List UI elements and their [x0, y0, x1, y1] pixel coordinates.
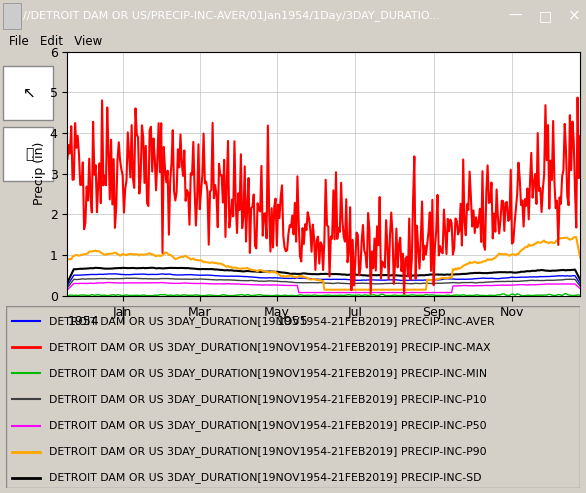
Text: DETROIT DAM OR US 3DAY_DURATION[19NOV1954-21FEB2019] PRECIP-INC-P10: DETROIT DAM OR US 3DAY_DURATION[19NOV195… — [49, 394, 486, 405]
Text: 🔍: 🔍 — [25, 147, 33, 161]
Bar — [3, 67, 53, 120]
Text: DETROIT DAM OR US 3DAY_DURATION[19NOV1954-21FEB2019] PRECIP-INC-P90: DETROIT DAM OR US 3DAY_DURATION[19NOV195… — [49, 446, 486, 457]
Text: 1954: 1954 — [67, 315, 99, 327]
Text: DETROIT DAM OR US 3DAY_DURATION[19NOV1954-21FEB2019] PRECIP-INC-P50: DETROIT DAM OR US 3DAY_DURATION[19NOV195… — [49, 420, 486, 431]
Text: File   Edit   View: File Edit View — [9, 35, 102, 48]
Text: //DETROIT DAM OR US/PRECIP-INC-AVER/01Jan1954/1Day/3DAY_DURATIO...: //DETROIT DAM OR US/PRECIP-INC-AVER/01Ja… — [23, 10, 441, 22]
Text: —: — — [509, 9, 523, 23]
Text: DETROIT DAM OR US 3DAY_DURATION[19NOV1954-21FEB2019] PRECIP-INC-SD: DETROIT DAM OR US 3DAY_DURATION[19NOV195… — [49, 472, 482, 483]
Bar — [3, 3, 21, 29]
Text: ×: × — [568, 8, 581, 24]
Text: □: □ — [539, 9, 551, 23]
Text: DETROIT DAM OR US 3DAY_DURATION[19NOV1954-21FEB2019] PRECIP-INC-MIN: DETROIT DAM OR US 3DAY_DURATION[19NOV195… — [49, 368, 487, 379]
Y-axis label: Precip (in): Precip (in) — [32, 142, 46, 206]
Bar — [3, 127, 53, 181]
Text: ↖: ↖ — [23, 86, 36, 101]
Text: DETROIT DAM OR US 3DAY_DURATION[19NOV1954-21FEB2019] PRECIP-INC-MAX: DETROIT DAM OR US 3DAY_DURATION[19NOV195… — [49, 342, 490, 353]
Text: 1955: 1955 — [277, 315, 309, 327]
Text: DETROIT DAM OR US 3DAY_DURATION[19NOV1954-21FEB2019] PRECIP-INC-AVER: DETROIT DAM OR US 3DAY_DURATION[19NOV195… — [49, 316, 495, 327]
